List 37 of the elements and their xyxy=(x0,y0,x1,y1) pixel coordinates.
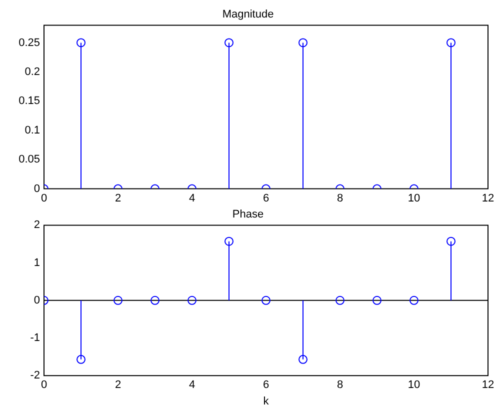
x-tick-label: 2 xyxy=(114,379,122,392)
x-tick-label: 4 xyxy=(188,192,196,204)
y-tick-label: 2 xyxy=(34,219,40,232)
point xyxy=(76,354,86,364)
y-tick-label: 0.05 xyxy=(18,154,40,166)
y-tick-label: 0 xyxy=(34,294,40,306)
point xyxy=(150,296,160,305)
x-tick-label: 4 xyxy=(188,379,196,392)
x-tick-label: 12 xyxy=(482,192,494,204)
x-tick-label: 8 xyxy=(336,192,344,204)
x-tick-label: 6 xyxy=(262,192,270,204)
x-tick-label: 10 xyxy=(408,379,420,392)
x-tick-label: 2 xyxy=(114,192,122,204)
y-tick-label: 0.25 xyxy=(18,36,40,49)
y-tick-label: 0.1 xyxy=(24,124,40,136)
point xyxy=(410,296,418,305)
chart-title: Magnitude xyxy=(222,8,274,21)
x-tick-label: 12 xyxy=(482,379,494,392)
x-axis-title: k xyxy=(263,395,270,408)
point xyxy=(114,296,122,305)
point xyxy=(262,296,270,305)
y-tick-label: 0.15 xyxy=(18,95,40,108)
y-tick-label: -2 xyxy=(30,370,40,382)
point xyxy=(188,296,196,305)
chart-title: Phase xyxy=(232,208,264,221)
point xyxy=(298,354,308,364)
y-tick-label: 0 xyxy=(34,182,40,195)
y-tick-label: 0.2 xyxy=(24,66,40,78)
x-tick-label: 10 xyxy=(408,192,420,204)
point xyxy=(336,296,344,305)
x-tick-label: 8 xyxy=(336,379,344,392)
y-tick-label: -1 xyxy=(30,332,40,344)
y-tick-label: 1 xyxy=(34,256,40,269)
point xyxy=(224,236,234,246)
x-tick-label: 6 xyxy=(262,379,270,392)
point xyxy=(446,236,456,246)
point xyxy=(372,296,382,305)
